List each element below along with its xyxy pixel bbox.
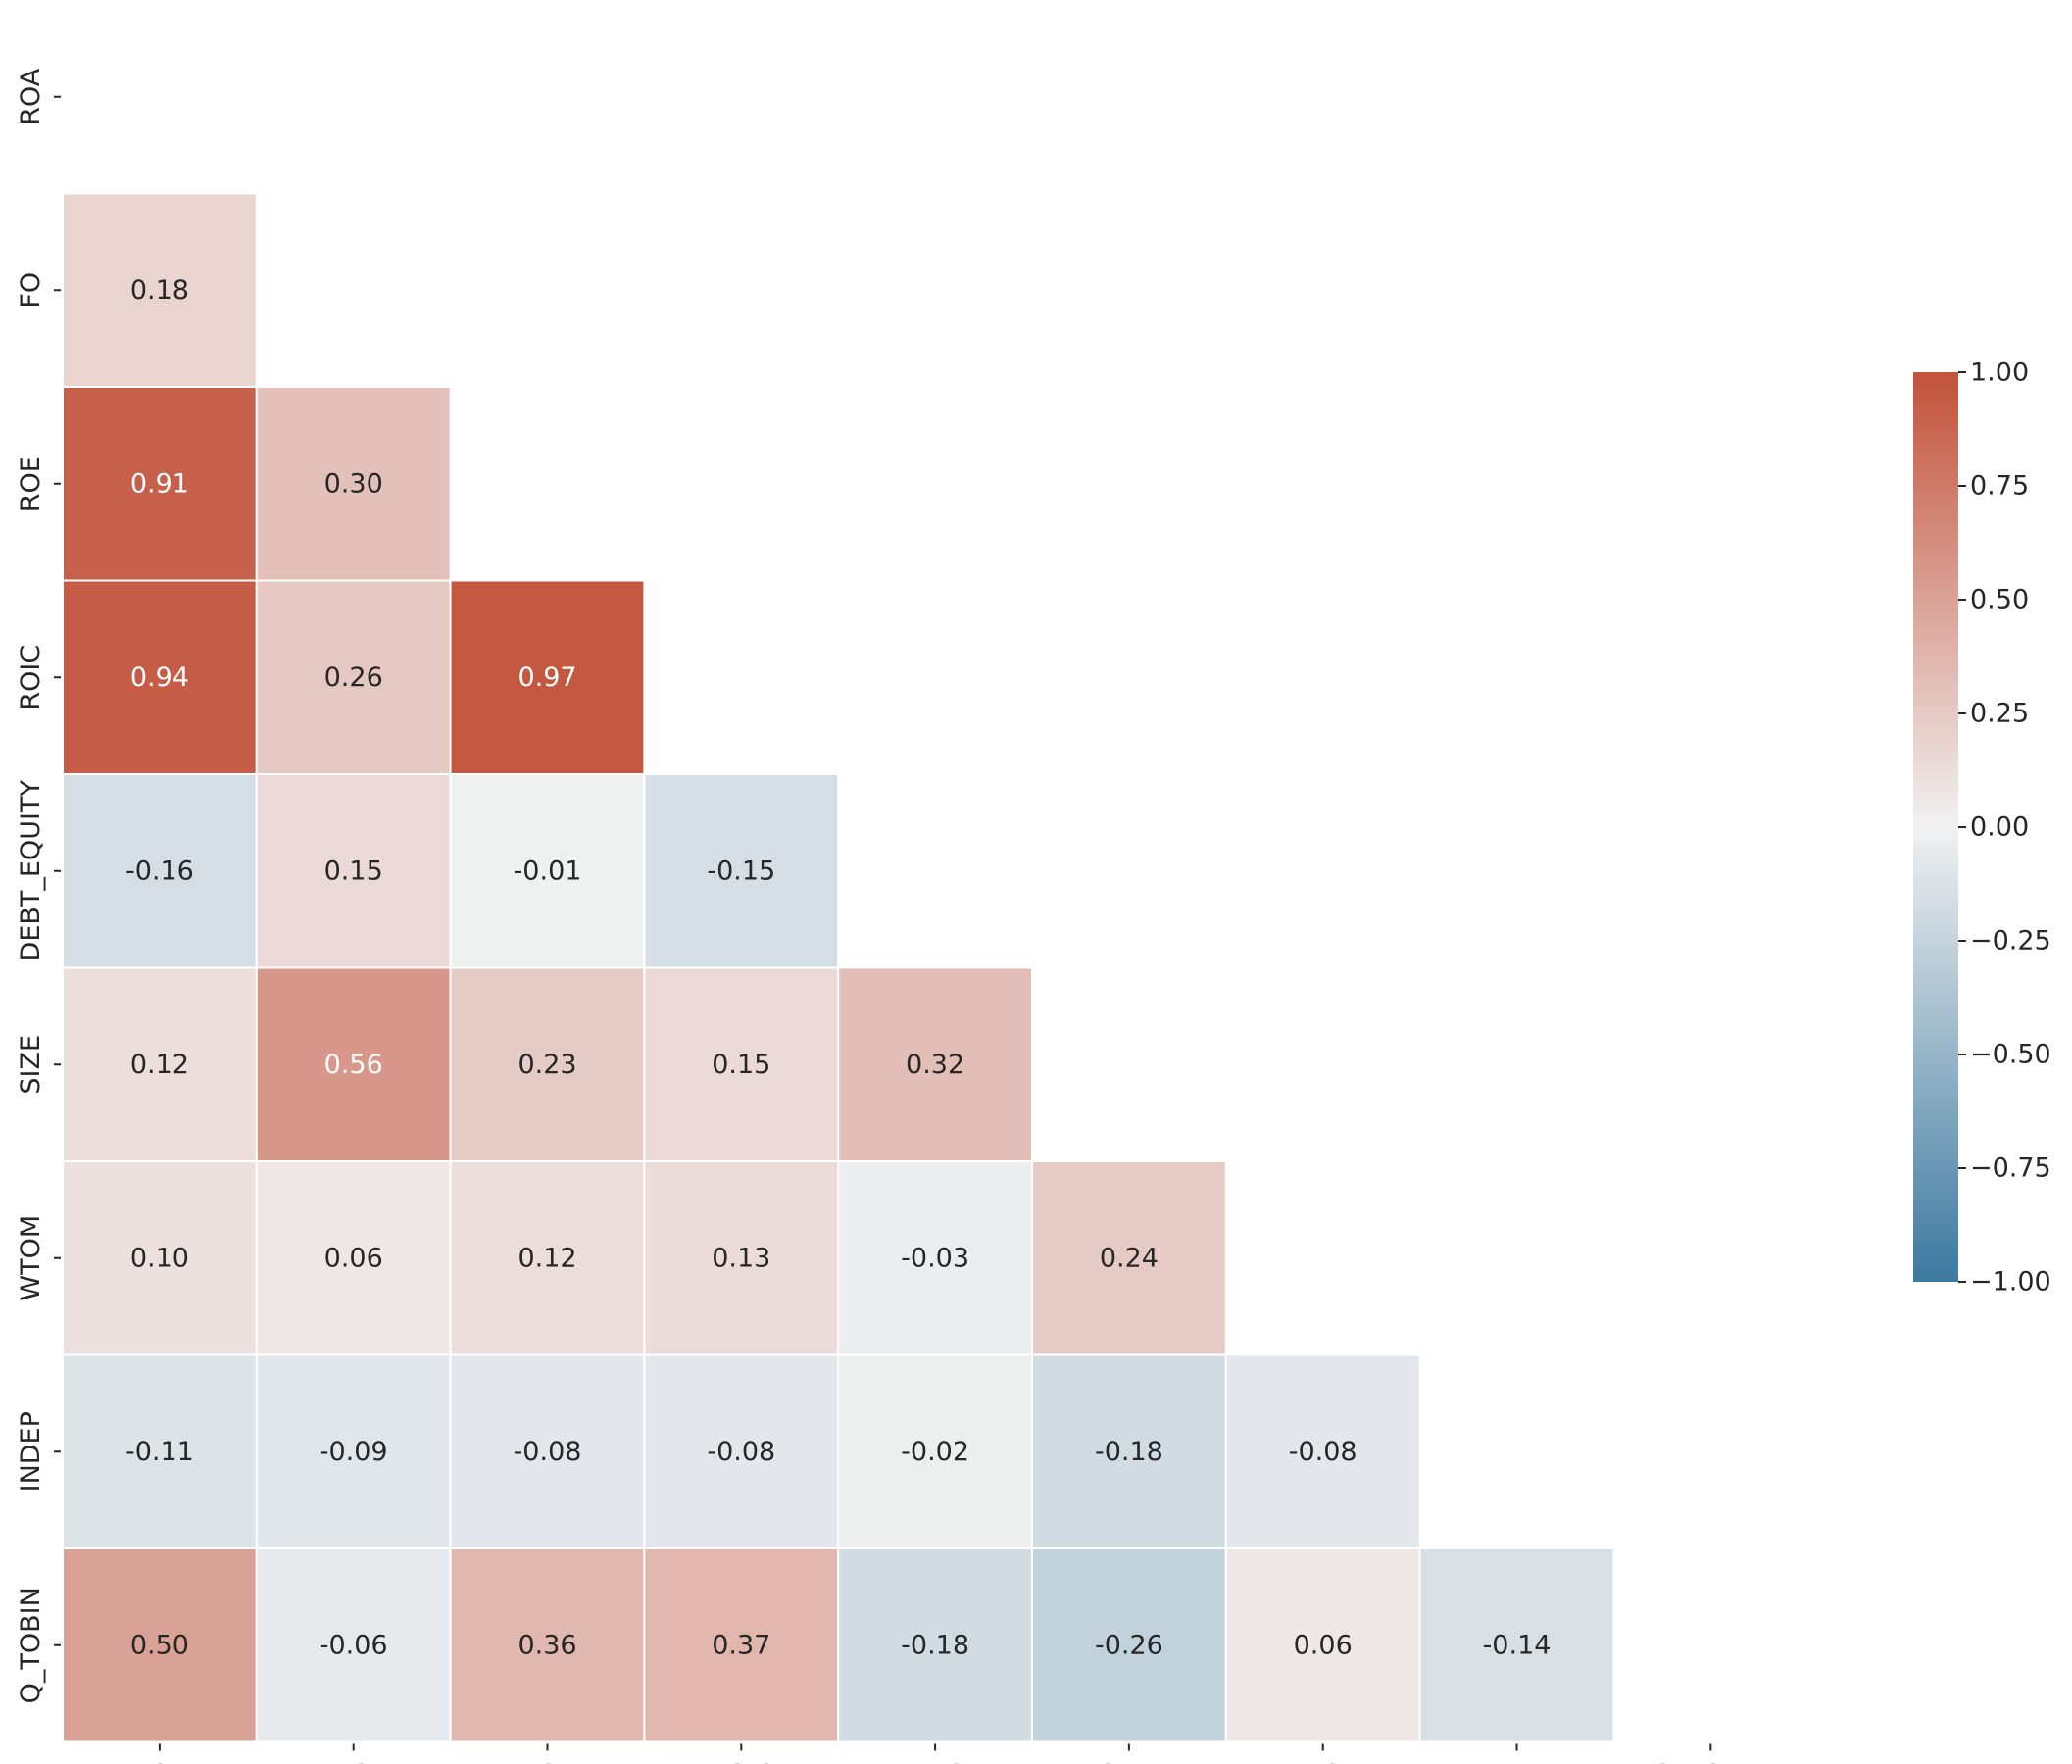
cell-value-label: -0.08 (707, 1437, 775, 1467)
cell-value-label: 0.06 (324, 1243, 383, 1273)
cell-value-label: -0.18 (1095, 1437, 1163, 1467)
heatmap-cell-wtom-fo (255, 1160, 452, 1356)
y-tick-label-indep: INDEP (16, 1411, 46, 1492)
cell-value-label: 0.32 (906, 1050, 964, 1080)
y-tick-label-size: SIZE (16, 1035, 46, 1095)
cell-value-label: -0.16 (125, 856, 194, 886)
x-tick-label-roe: ROE (519, 1760, 575, 1764)
heatmap-cell-debt_equity-fo (255, 773, 452, 969)
cell-value-label: -0.08 (1289, 1437, 1357, 1467)
cell-value-label: -0.08 (514, 1437, 582, 1467)
cell-value-label: 0.36 (518, 1630, 576, 1660)
x-tick-label-debt_equity: DEBT_EQUITY (844, 1760, 1026, 1764)
cell-value-label: -0.26 (1095, 1630, 1163, 1660)
cell-value-label: -0.06 (320, 1630, 388, 1660)
colorbar: 1.00 0.75 0.50 0.25 0.00 −0.25 −0.50 −0.75 −1.00 (1913, 358, 2051, 1298)
y-tick-label-roa: ROA (16, 68, 46, 125)
cell-value-label: 0.50 (130, 1630, 189, 1660)
heatmap-cell-q_tobin-roe (449, 1547, 646, 1743)
cell-value-label: -0.15 (707, 856, 775, 886)
heatmap-cell-indep-fo (255, 1353, 452, 1549)
y-tick-label-fo: FO (16, 272, 46, 309)
heatmap-cells (62, 192, 1615, 1743)
y-tick-label-q_tobin: Q_TOBIN (16, 1587, 46, 1703)
x-tick-label-wtom: WTOM (1280, 1760, 1366, 1764)
y-tick-label-roe: ROE (16, 456, 46, 512)
cell-value-label: -0.02 (901, 1437, 969, 1467)
cell-value-label: 0.56 (324, 1050, 383, 1080)
cell-value-label: 0.18 (130, 275, 189, 306)
heatmap-cell-q_tobin-indep (1418, 1547, 1615, 1743)
x-tick-label-size: SIZE (1100, 1760, 1159, 1764)
colorbar-tick-label: 1.00 (1970, 358, 2029, 388)
x-tick-label-indep: INDEP (1476, 1760, 1556, 1764)
heatmap-cell-wtom-size (1031, 1160, 1227, 1356)
heatmap-cell-size-roe (449, 966, 646, 1162)
cell-value-label: 0.97 (518, 662, 576, 693)
heatmap-cell-wtom-roe (449, 1160, 646, 1356)
colorbar-tick-label: 0.25 (1970, 699, 2029, 729)
cell-value-label: -0.01 (514, 856, 582, 886)
heatmap-cell-q_tobin-wtom (1224, 1547, 1421, 1743)
heatmap-cell-roe-roa (62, 386, 258, 582)
heatmap-cell-indep-wtom (1224, 1353, 1421, 1549)
cell-value-label: 0.15 (712, 1050, 770, 1080)
cell-value-label: 0.13 (712, 1243, 770, 1273)
x-tick-label-roa: ROA (131, 1760, 189, 1764)
heatmap-cell-roic-roe (449, 579, 646, 775)
heatmap-cell-size-debt_equity (837, 966, 1034, 1162)
colorbar-tick-label: −0.25 (1970, 926, 2051, 956)
colorbar-gradient (1913, 372, 1958, 1282)
colorbar-tick-label: −1.00 (1970, 1267, 2051, 1298)
y-axis: ROA FO ROE ROIC DEBT_EQUITY SIZE WTOM INDEP Q_TO… (16, 68, 61, 1703)
heatmap-cell-wtom-roic (643, 1160, 840, 1356)
heatmap-cell-size-fo (255, 966, 452, 1162)
cell-value-label: -0.14 (1483, 1630, 1552, 1660)
heatmap-cell-labels: 0.18 0.91 0.30 0.94 0.26 0.97 -0.16 0.15 -0.01 -0… (125, 275, 1551, 1661)
heatmap-cell-q_tobin-roa (62, 1547, 258, 1743)
cell-value-label: 0.15 (324, 856, 383, 886)
cell-value-label: 0.26 (324, 662, 383, 693)
cell-value-label: 0.94 (130, 662, 189, 693)
heatmap-cell-roic-fo (255, 579, 452, 775)
cell-value-label: -0.18 (901, 1630, 969, 1660)
y-tick-label-roic: ROIC (16, 645, 46, 710)
cell-value-label: 0.30 (324, 468, 383, 499)
cell-value-label: 0.24 (1100, 1243, 1159, 1273)
cell-value-label: 0.23 (518, 1050, 576, 1080)
x-tick-label-q_tobin: Q_TOBIN (1653, 1760, 1769, 1764)
cell-value-label: 0.06 (1294, 1630, 1353, 1660)
heatmap-cell-roe-fo (255, 386, 452, 582)
colorbar-tick-label: −0.75 (1970, 1153, 2051, 1184)
cell-value-label: 0.37 (712, 1630, 770, 1660)
heatmap-cell-indep-roa (62, 1353, 258, 1549)
cell-value-label: 0.12 (130, 1050, 189, 1080)
colorbar-tick-label: 0.50 (1970, 585, 2029, 615)
heatmap-cell-indep-roic (643, 1353, 840, 1549)
cell-value-label: 0.10 (130, 1243, 189, 1273)
heatmap-cell-indep-size (1031, 1353, 1227, 1549)
heatmap-cell-roic-roa (62, 579, 258, 775)
y-tick-label-wtom: WTOM (16, 1215, 46, 1301)
colorbar-tick-label: −0.50 (1970, 1040, 2051, 1070)
heatmap-cell-debt_equity-roic (643, 773, 840, 969)
y-tick-label-debt_equity: DEBT_EQUITY (16, 780, 46, 962)
x-axis: ROA FO ROE ROIC DEBT_EQUITY SIZE WTOM INDEP Q_TO… (131, 1743, 1769, 1764)
cell-value-label: -0.03 (901, 1243, 969, 1273)
heatmap-cell-wtom-roa (62, 1160, 258, 1356)
x-tick-label-roic: ROIC (709, 1760, 774, 1764)
x-tick-label-fo: FO (335, 1760, 371, 1764)
cell-value-label: 0.12 (518, 1243, 576, 1273)
heatmap-cell-fo-roa (62, 192, 258, 388)
heatmap-cell-wtom-debt_equity (837, 1160, 1034, 1356)
cell-value-label: -0.09 (320, 1437, 388, 1467)
cell-value-label: 0.91 (130, 468, 189, 499)
colorbar-tick-label: 0.00 (1970, 812, 2029, 843)
cell-value-label: -0.11 (125, 1437, 194, 1467)
colorbar-tick-label: 0.75 (1970, 471, 2029, 502)
heatmap-cell-size-roic (643, 966, 840, 1162)
heatmap-cell-q_tobin-size (1031, 1547, 1227, 1743)
